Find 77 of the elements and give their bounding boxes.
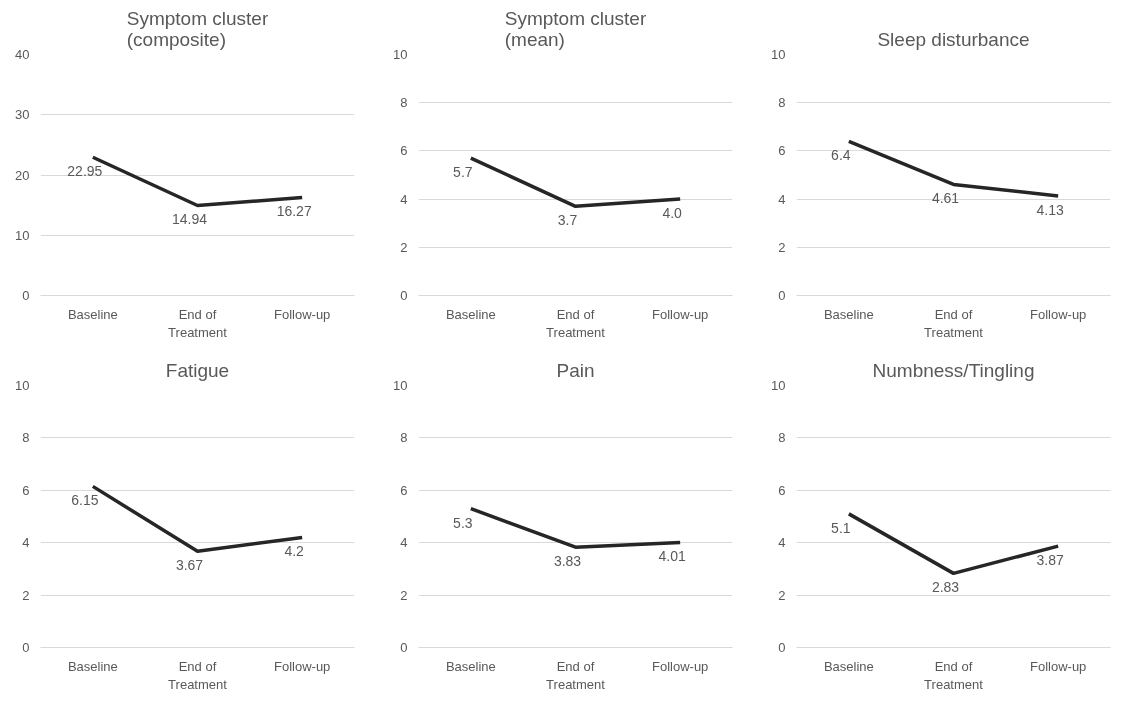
data-label: 2.83 — [931, 579, 960, 596]
y-tick-label: 20 — [15, 167, 30, 183]
data-label: 6.4 — [831, 147, 851, 164]
data-label: 14.94 — [171, 211, 208, 228]
y-tick-label: 8 — [778, 95, 786, 111]
data-label: 5.7 — [453, 164, 473, 181]
x-tick-label: Follow-up — [273, 306, 331, 322]
x-tick-label: Follow-up — [651, 658, 709, 674]
chart-title: Numbness/Tingling — [872, 359, 1035, 381]
y-tick-label: 8 — [400, 95, 408, 111]
y-tick-label: 2 — [400, 239, 408, 255]
data-label: 4.01 — [658, 548, 686, 565]
x-tick-label: Baseline — [67, 306, 118, 322]
y-tick-label: 8 — [778, 430, 786, 446]
y-tick-label: 8 — [22, 430, 30, 446]
x-tick-label: End of Treatment — [546, 306, 606, 340]
y-tick-label: 6 — [778, 482, 786, 498]
data-label: 22.95 — [67, 163, 103, 180]
chart-title: Symptom cluster (mean) — [504, 7, 647, 50]
x-tick-label: End of Treatment — [168, 306, 228, 340]
data-label: 3.7 — [557, 212, 578, 229]
y-tick-label: 6 — [400, 482, 408, 498]
y-tick-label: 10 — [15, 227, 30, 243]
x-tick-label: Baseline — [445, 306, 496, 322]
y-tick-label: 6 — [778, 143, 786, 159]
x-tick-label: Follow-up — [1029, 658, 1087, 674]
y-tick-label: 10 — [15, 378, 30, 393]
y-tick-label: 8 — [400, 430, 408, 446]
y-tick-label: 2 — [778, 587, 786, 603]
x-tick-label: Baseline — [823, 306, 874, 322]
chart-title: Sleep disturbance — [877, 28, 1030, 50]
y-tick-label: 6 — [400, 143, 408, 159]
y-tick-label: 30 — [15, 107, 30, 123]
data-label: 3.83 — [553, 553, 582, 570]
x-tick-label: Follow-up — [1029, 306, 1087, 322]
data-label: 16.27 — [276, 203, 312, 220]
x-tick-label: Baseline — [67, 658, 118, 674]
x-tick-label: End of Treatment — [546, 658, 606, 692]
y-tick-label: 0 — [22, 288, 30, 303]
y-tick-label: 4 — [400, 535, 408, 551]
data-label: 3.67 — [175, 557, 204, 574]
data-label: 3.87 — [1036, 552, 1064, 569]
data-label: 5.1 — [831, 519, 851, 536]
y-tick-label: 2 — [778, 239, 786, 255]
y-tick-label: 0 — [778, 640, 786, 655]
y-tick-label: 2 — [22, 587, 30, 603]
x-tick-label: Follow-up — [273, 658, 331, 674]
y-tick-label: 0 — [400, 288, 408, 303]
y-tick-label: 10 — [771, 47, 786, 62]
y-tick-label: 4 — [778, 191, 786, 207]
data-label: 4.13 — [1036, 201, 1064, 218]
y-tick-label: 2 — [400, 587, 408, 603]
x-tick-label: Follow-up — [651, 306, 709, 322]
data-label: 5.3 — [453, 514, 473, 531]
x-tick-label: End of Treatment — [168, 658, 228, 692]
y-tick-label: 0 — [400, 640, 408, 655]
x-tick-label: Baseline — [823, 658, 874, 674]
chart-title: Symptom cluster (composite) — [126, 7, 269, 50]
y-tick-label: 4 — [778, 535, 786, 551]
y-tick-label: 0 — [778, 288, 786, 303]
data-label: 4.61 — [931, 190, 960, 207]
x-tick-label: Baseline — [445, 658, 496, 674]
x-tick-label: End of Treatment — [924, 306, 984, 340]
chart-title: Pain — [556, 359, 595, 381]
y-tick-label: 40 — [15, 47, 30, 62]
data-label: 6.15 — [71, 492, 99, 509]
y-tick-label: 10 — [393, 378, 408, 393]
y-tick-label: 6 — [22, 482, 30, 498]
y-tick-label: 0 — [22, 640, 30, 655]
y-tick-label: 10 — [393, 47, 408, 62]
y-tick-label: 10 — [771, 378, 786, 393]
chart-title: Fatigue — [165, 359, 230, 381]
y-tick-label: 4 — [400, 191, 408, 207]
data-label: 4.2 — [284, 543, 305, 560]
x-tick-label: End of Treatment — [924, 658, 984, 692]
y-tick-label: 4 — [22, 535, 30, 551]
data-label: 4.0 — [662, 205, 683, 222]
